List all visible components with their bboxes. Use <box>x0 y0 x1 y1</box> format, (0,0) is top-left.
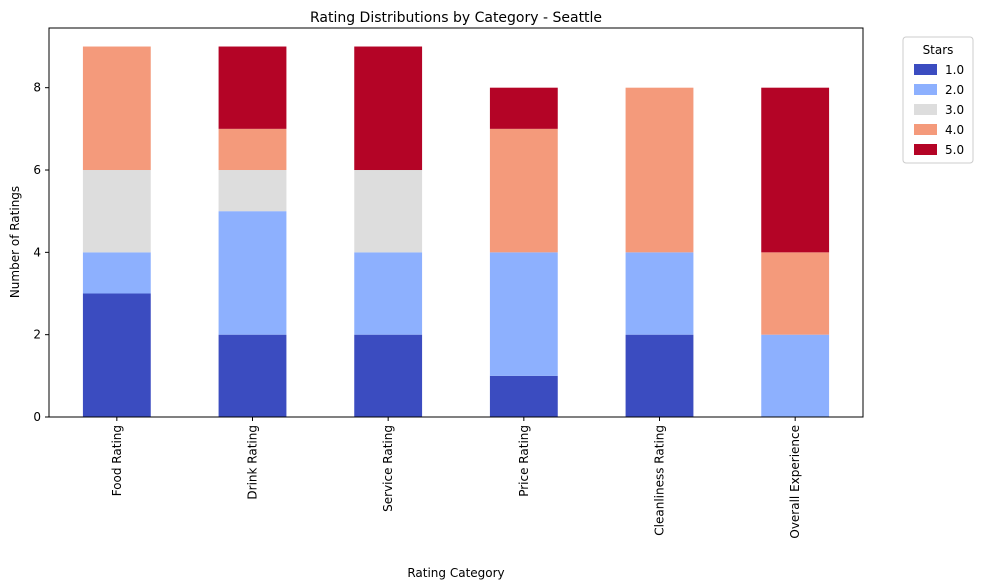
bar-segment <box>354 170 423 253</box>
bar-segment <box>218 46 287 129</box>
y-tick-label: 4 <box>33 245 41 259</box>
bar-segment <box>354 46 423 171</box>
chart-title: Rating Distributions by Category - Seatt… <box>310 10 602 26</box>
bar-segment <box>625 334 694 417</box>
bar-segment <box>625 87 694 253</box>
bar-segment <box>218 170 287 212</box>
bar-segment <box>82 46 151 171</box>
x-tick-label: Price Rating <box>517 425 531 497</box>
bar-segment <box>489 128 558 253</box>
bar-segment <box>489 87 558 129</box>
x-tick-label: Service Rating <box>381 425 395 512</box>
legend-swatch <box>914 64 937 75</box>
x-axis-label: Rating Category <box>407 566 504 580</box>
x-tick-label: Food Rating <box>110 425 124 496</box>
y-axis-label: Number of Ratings <box>8 186 22 298</box>
x-tick-label: Cleanliness Rating <box>653 425 667 536</box>
bar-segment <box>82 170 151 253</box>
legend-label: 3.0 <box>945 103 964 117</box>
y-tick-label: 6 <box>33 163 41 177</box>
bar-segment <box>489 375 558 417</box>
legend-swatch <box>914 144 937 155</box>
legend-swatch <box>914 104 937 115</box>
y-axis: 0 2 4 6 8 <box>33 81 49 424</box>
bar-segment <box>218 128 287 171</box>
x-tick-label: Drink Rating <box>246 425 260 500</box>
legend-items: 1.0 2.0 3.0 4.0 5.0 <box>914 63 964 157</box>
legend-label: 5.0 <box>945 143 964 157</box>
bar-segment <box>82 252 151 294</box>
bar-segment <box>625 252 694 335</box>
x-tick-label: Overall Experience <box>788 425 802 539</box>
y-tick-label: 8 <box>33 81 41 95</box>
legend-swatch <box>914 124 937 135</box>
y-tick-label: 2 <box>33 328 41 342</box>
legend-label: 1.0 <box>945 63 964 77</box>
bar-segment <box>218 334 287 417</box>
legend-swatch <box>914 84 937 95</box>
bar-segment <box>761 252 830 335</box>
bar-segment <box>761 87 830 253</box>
bar-segment <box>354 334 423 417</box>
plot-frame <box>48 27 864 418</box>
bar-segment <box>354 252 423 335</box>
bar-segment <box>489 252 558 376</box>
legend-label: 2.0 <box>945 83 964 97</box>
legend: Stars 1.0 2.0 3.0 4.0 5.0 <box>902 36 974 164</box>
bars <box>82 46 830 417</box>
legend-title: Stars <box>923 43 954 57</box>
legend-label: 4.0 <box>945 123 964 137</box>
x-axis: Food Rating Drink Rating Service Rating Pri… <box>110 417 802 539</box>
bar-segment <box>82 293 151 417</box>
bar-segment <box>761 334 830 417</box>
bar-segment <box>218 211 287 335</box>
y-tick-label: 0 <box>33 410 41 424</box>
